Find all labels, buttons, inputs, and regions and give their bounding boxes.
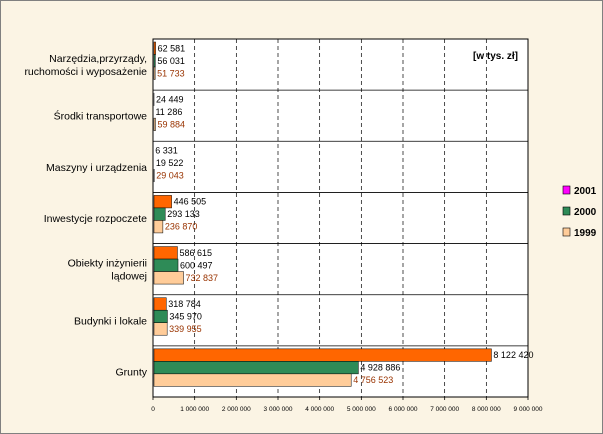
category-labels: Narzędzia,przyrządy,ruchomości i wyposaż… — [24, 53, 147, 378]
bar-2000 — [153, 207, 166, 221]
x-tick-label: 1 000 000 — [180, 406, 209, 413]
category-label: Inwestycje rozpoczete — [44, 213, 147, 225]
legend-label-2000: 2000 — [574, 207, 597, 218]
bar-2001 — [153, 41, 156, 55]
data-label-2001: 6 331 — [155, 146, 178, 156]
data-label-2000: 4 928 886 — [360, 363, 400, 373]
plot-area — [152, 38, 529, 398]
bar-2001 — [153, 297, 167, 311]
category-label: Budynki i lokale — [74, 315, 147, 327]
bar-1999 — [153, 66, 156, 80]
x-tick-label: 3 000 000 — [264, 406, 293, 413]
x-axis-ticks: 0 1 000 000 2 000 000 3 000 000 4 000 000 5 0… — [151, 397, 543, 413]
bars — [153, 41, 492, 387]
data-label-2001: 446 505 — [174, 197, 207, 207]
x-tick-label: 8 000 000 — [472, 406, 501, 413]
data-label-2001: 62 581 — [158, 43, 186, 53]
category-label: Środki transportowe — [54, 110, 148, 123]
data-label-2000: 345 970 — [169, 311, 202, 321]
legend-swatch-2001 — [562, 185, 571, 195]
bar-2000 — [153, 54, 156, 68]
category-label: Narzędzia,przyrządy, — [49, 53, 147, 65]
data-label-1999: 51 733 — [157, 68, 185, 78]
x-tick-label: 5 000 000 — [347, 406, 376, 413]
legend-label-2001: 2001 — [574, 186, 597, 197]
data-labels: 62 581 56 031 51 733 24 449 11 286 59 884 6 33… — [155, 43, 533, 385]
legend: 2001 2000 1999 — [562, 185, 597, 239]
data-label-2001: 586 615 — [179, 248, 212, 258]
data-label-2000: 600 497 — [180, 260, 213, 270]
legend-swatch-1999 — [562, 227, 571, 237]
legend-swatch-2000 — [562, 206, 571, 216]
category-label: ruchomości i wyposażenie — [24, 66, 147, 78]
data-label-1999: 29 043 — [156, 171, 184, 181]
bar-2000 — [153, 361, 359, 375]
data-label-2001: 24 449 — [156, 94, 184, 104]
x-tick-label: 9 000 000 — [514, 406, 543, 413]
data-label-1999: 59 884 — [157, 119, 185, 129]
data-label-2001: 8 122 420 — [493, 350, 533, 360]
legend-label-1999: 1999 — [574, 228, 597, 239]
bar-1999 — [153, 271, 184, 285]
category-separators — [153, 89, 528, 347]
x-tick-label: 0 — [151, 406, 155, 413]
bar-2000 — [153, 309, 168, 323]
x-tick-label: 7 000 000 — [430, 406, 459, 413]
bar-1999 — [153, 117, 156, 131]
data-label-1999: 339 955 — [169, 324, 202, 334]
data-label-2000: 56 031 — [157, 56, 185, 66]
bar-1999 — [153, 220, 164, 234]
x-tick-label: 6 000 000 — [389, 406, 418, 413]
category-label: Maszyny i urządzenia — [46, 162, 147, 174]
bar-1999 — [153, 373, 352, 387]
category-label: Grunty — [115, 366, 147, 378]
x-tick-label: 4 000 000 — [305, 406, 334, 413]
data-label-1999: 732 837 — [186, 273, 219, 283]
bar-2001 — [153, 348, 492, 362]
data-label-1999: 4 756 523 — [353, 375, 393, 385]
bar-2001 — [153, 246, 178, 260]
category-label: Obiekty inżynierii — [68, 258, 147, 270]
data-label-2000: 11 286 — [155, 107, 182, 117]
data-label-2001: 318 784 — [168, 299, 201, 309]
bar-2000 — [153, 258, 179, 272]
category-label: lądowej — [111, 271, 147, 283]
data-label-2000: 19 522 — [156, 158, 184, 168]
gridlines — [194, 39, 487, 397]
x-tick-label: 2 000 000 — [222, 406, 251, 413]
bar-2001 — [153, 195, 172, 209]
unit-label: [w tys. zł] — [473, 51, 518, 62]
data-label-2000: 293 133 — [167, 209, 200, 219]
bar-1999 — [153, 322, 168, 336]
data-label-1999: 236 870 — [165, 222, 198, 232]
